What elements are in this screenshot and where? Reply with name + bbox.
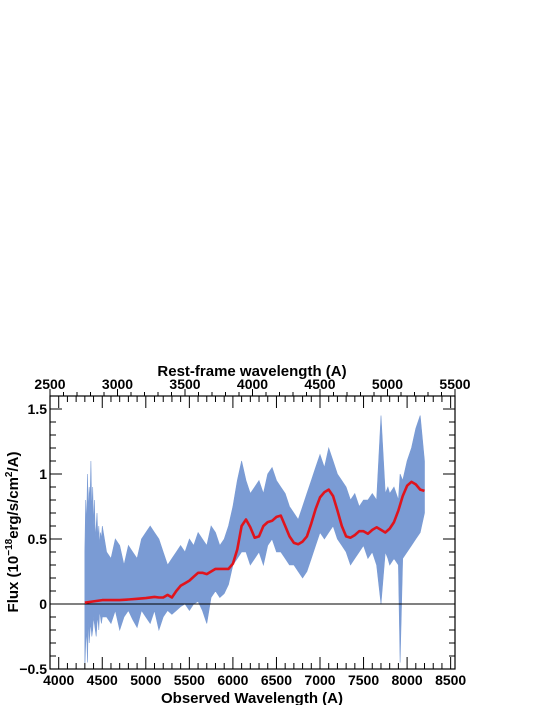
x2-axis-title: Rest-frame wavelength (A) [157,363,346,380]
y-tick-label: 1.5 [28,401,48,417]
y-tick-label: 0 [39,596,47,612]
x-tick-label: 5500 [174,672,205,688]
y-tick-label: 1 [39,466,47,482]
y-axis-title-prefix: Flux (10 [5,556,22,613]
x-tick-label: 6000 [217,672,248,688]
x2-tick-label: 2500 [34,376,65,392]
y-axis-title-exp: −18 [4,538,15,555]
model-line [84,480,425,604]
x2-tick-label: 4000 [237,376,268,392]
y-tick-label: 0.5 [28,531,48,547]
x2-tick-label: 5500 [439,376,470,392]
x-tick-label: 8500 [435,672,466,688]
y-axis-title: Flux (10−18erg/s/cm2/A) [4,452,22,613]
x2-tick-label: 3000 [102,376,133,392]
x-tick-label: 4500 [87,672,118,688]
y-tick-label: −0.5 [19,661,47,677]
x2-tick-label: 4500 [304,376,335,392]
y-axis-title-mid: erg/s/cm [5,477,22,539]
tick-labels: 4000 4500 5000 5500 6000 6500 7000 7500 8000 8500… [19,376,470,688]
x-tick-label: 7000 [304,672,335,688]
x-tick-label: 4000 [43,672,74,688]
spectrum-band [84,415,425,670]
x-axis-title: Observed Wavelength (A) [161,690,343,705]
x2-tick-label: 5000 [372,376,403,392]
x-tick-label: 7500 [348,672,379,688]
plot-area [50,415,455,670]
x-tick-label: 5000 [130,672,161,688]
x-tick-label: 6500 [261,672,292,688]
axis-ticks [49,389,456,670]
x2-tick-label: 3500 [169,376,200,392]
y-axis-title-exp2: 2 [4,471,15,477]
y-axis-title-suffix: /A) [5,452,22,472]
x-tick-label: 8000 [392,672,423,688]
